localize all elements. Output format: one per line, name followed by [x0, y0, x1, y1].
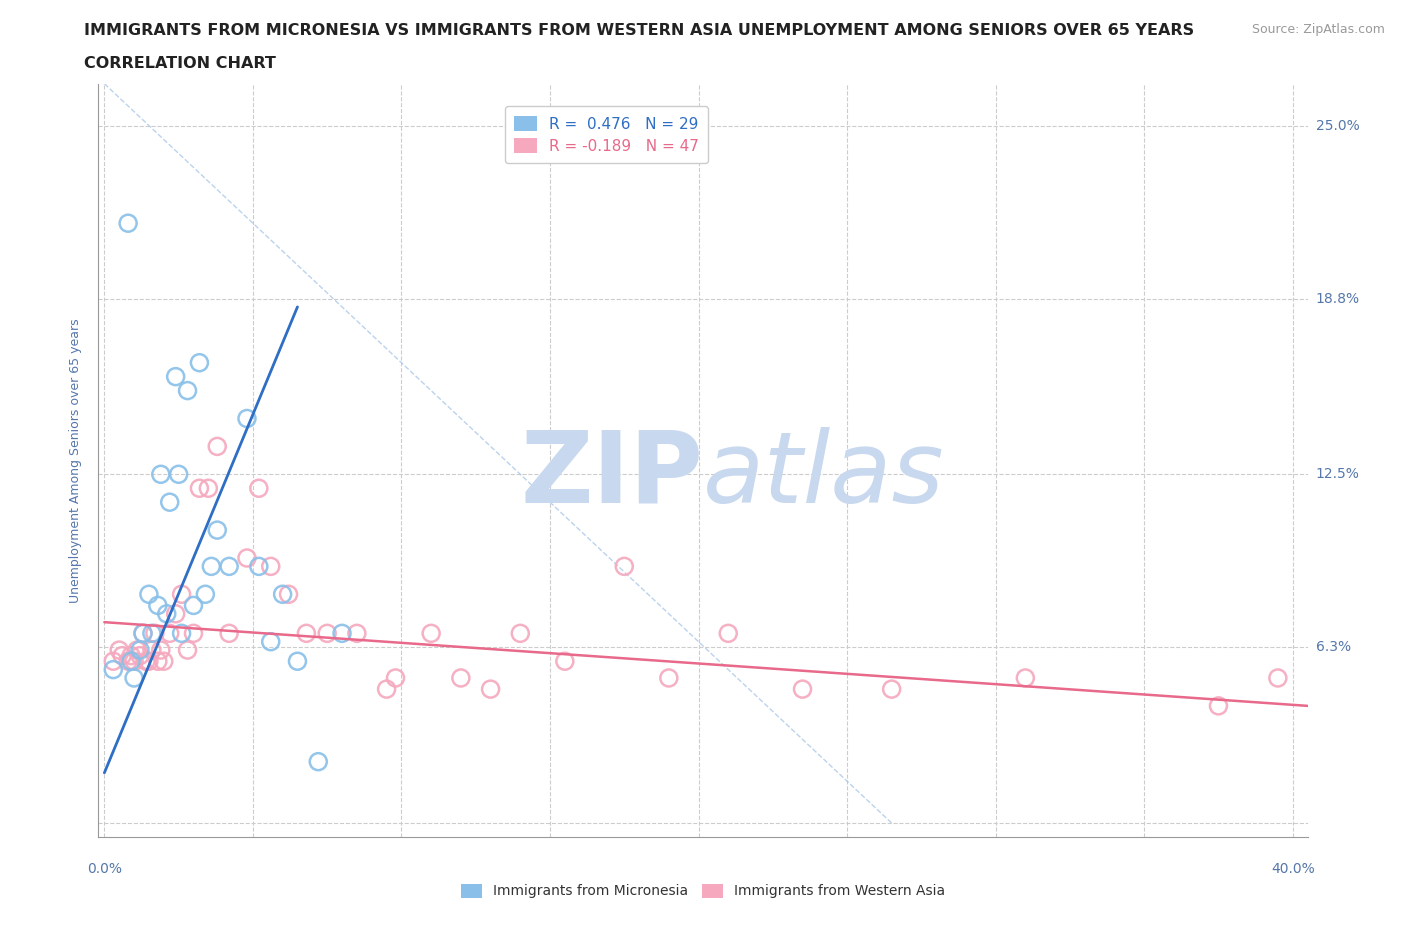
Point	[176, 643, 198, 658]
Point	[132, 626, 155, 641]
Point	[129, 643, 152, 658]
Point	[247, 559, 270, 574]
Point	[152, 654, 174, 669]
Point	[159, 626, 181, 641]
Point	[135, 654, 157, 669]
Point	[197, 481, 219, 496]
Point	[120, 648, 142, 663]
Point	[138, 587, 160, 602]
Point	[1267, 671, 1289, 685]
Point	[132, 626, 155, 641]
Point	[159, 495, 181, 510]
Text: 40.0%: 40.0%	[1271, 862, 1315, 876]
Point	[613, 559, 636, 574]
Point	[218, 626, 240, 641]
Point	[141, 626, 163, 641]
Point	[316, 626, 339, 641]
Point	[188, 481, 211, 496]
Point	[509, 626, 531, 641]
Point	[138, 654, 160, 669]
Point	[247, 481, 270, 496]
Point	[218, 559, 240, 574]
Point	[277, 587, 299, 602]
Text: 18.8%: 18.8%	[1316, 291, 1360, 306]
Point	[149, 467, 172, 482]
Point	[207, 439, 229, 454]
Point	[330, 626, 353, 641]
Point	[117, 654, 139, 669]
Point	[200, 559, 222, 574]
Point	[183, 598, 205, 613]
Point	[183, 626, 205, 641]
Point	[260, 559, 283, 574]
Text: CORRELATION CHART: CORRELATION CHART	[84, 56, 276, 71]
Point	[375, 682, 398, 697]
Text: 6.3%: 6.3%	[1316, 640, 1351, 655]
Point	[170, 626, 193, 641]
Text: atlas: atlas	[703, 427, 945, 524]
Point	[236, 551, 259, 565]
Point	[260, 634, 283, 649]
Point	[146, 654, 169, 669]
Point	[188, 355, 211, 370]
Text: 25.0%: 25.0%	[1316, 118, 1360, 133]
Text: ZIP: ZIP	[520, 427, 703, 524]
Text: 12.5%: 12.5%	[1316, 467, 1360, 482]
Point	[658, 671, 681, 685]
Point	[194, 587, 217, 602]
Point	[165, 606, 187, 621]
Point	[271, 587, 294, 602]
Point	[1208, 698, 1230, 713]
Point	[236, 411, 259, 426]
Text: Source: ZipAtlas.com: Source: ZipAtlas.com	[1251, 23, 1385, 36]
Point	[156, 606, 179, 621]
Point	[287, 654, 309, 669]
Point	[111, 648, 134, 663]
Point	[295, 626, 318, 641]
Point	[141, 643, 163, 658]
Point	[176, 383, 198, 398]
Point	[165, 369, 187, 384]
Text: 0.0%: 0.0%	[87, 862, 122, 876]
Y-axis label: Unemployment Among Seniors over 65 years: Unemployment Among Seniors over 65 years	[69, 318, 83, 603]
Point	[717, 626, 740, 641]
Point	[122, 654, 145, 669]
Point	[103, 654, 125, 669]
Point	[420, 626, 443, 641]
Point	[170, 587, 193, 602]
Point	[122, 671, 145, 685]
Point	[108, 643, 131, 658]
Point	[117, 216, 139, 231]
Point	[307, 754, 329, 769]
Legend: Immigrants from Micronesia, Immigrants from Western Asia: Immigrants from Micronesia, Immigrants f…	[454, 877, 952, 906]
Point	[103, 662, 125, 677]
Point	[207, 523, 229, 538]
Point	[384, 671, 406, 685]
Point	[554, 654, 576, 669]
Point	[146, 598, 169, 613]
Point	[346, 626, 368, 641]
Point	[120, 654, 142, 669]
Point	[129, 648, 152, 663]
Point	[167, 467, 190, 482]
Point	[143, 626, 166, 641]
Point	[450, 671, 472, 685]
Point	[792, 682, 814, 697]
Point	[880, 682, 903, 697]
Point	[1014, 671, 1036, 685]
Text: IMMIGRANTS FROM MICRONESIA VS IMMIGRANTS FROM WESTERN ASIA UNEMPLOYMENT AMONG SE: IMMIGRANTS FROM MICRONESIA VS IMMIGRANTS…	[84, 23, 1195, 38]
Point	[125, 643, 148, 658]
Point	[479, 682, 502, 697]
Point	[149, 643, 172, 658]
